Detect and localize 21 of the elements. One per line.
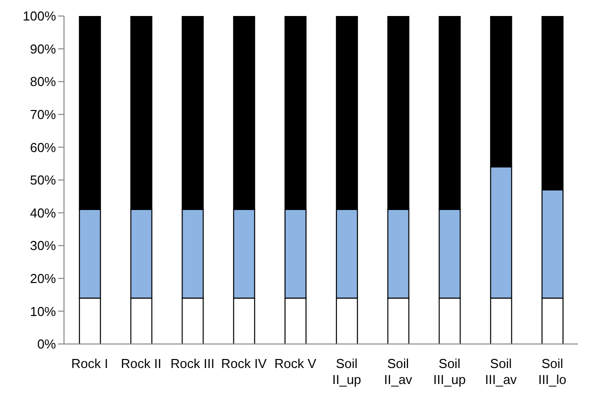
y-tick-label: 30%: [30, 238, 56, 254]
x-tick-label: Rock IV: [221, 356, 267, 371]
y-tick-label: 90%: [30, 41, 56, 56]
y-tick-label: 100%: [22, 8, 56, 24]
x-tick-label: Rock II: [120, 356, 162, 371]
y-tick-label: 40%: [30, 205, 56, 220]
y-tick-label: 20%: [30, 271, 56, 286]
x-tick-label: Rock V: [274, 356, 317, 371]
x-tick-label: Soil III_av: [485, 356, 518, 387]
y-tick-label: 10%: [30, 304, 56, 319]
x-tick-label: Soil III_up: [433, 356, 466, 387]
x-tick-label: Soil II_up: [332, 356, 362, 387]
x-tick-label: Rock III: [170, 356, 215, 371]
y-tick-label: 70%: [30, 107, 56, 122]
x-tick-label: Soil II_av: [384, 356, 413, 387]
y-tick-label: 50%: [30, 172, 56, 188]
x-tick-label: Soil III_lo: [538, 356, 566, 387]
y-tick-label: 80%: [30, 74, 56, 90]
y-tick-label: 0%: [37, 336, 56, 352]
x-tick-label: Rock I: [71, 356, 108, 371]
y-tick-label: 60%: [30, 140, 56, 155]
